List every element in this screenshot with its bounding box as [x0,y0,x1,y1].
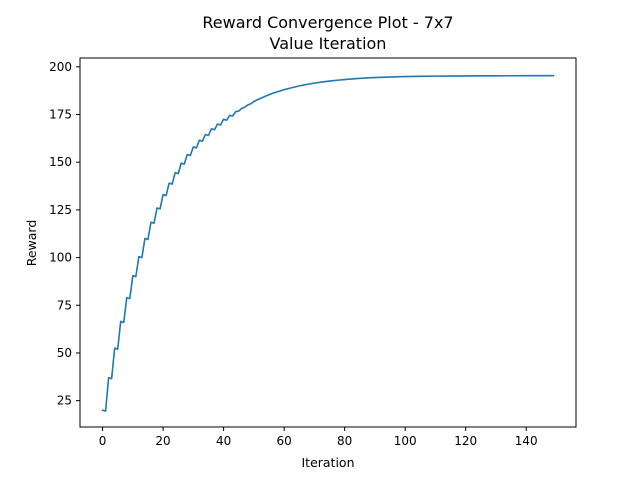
y-axis-label: Reward [24,220,39,267]
reward-series-line [101,74,555,412]
x-axis: 0 20 40 60 80 100 120 140 [99,427,538,448]
y-tick-label: 125 [49,203,72,217]
series-layer [101,74,555,412]
x-axis-label: Iteration [301,455,354,470]
x-tick-label: 100 [394,434,417,448]
y-tick-label: 50 [57,346,72,360]
y-tick-label: 100 [49,251,72,265]
x-tick-label: 60 [276,434,291,448]
y-tick-label: 75 [57,298,72,312]
y-tick-label: 200 [49,60,72,74]
y-tick-label: 25 [57,394,72,408]
x-tick-label: 120 [454,434,477,448]
plot-area [79,57,577,428]
y-tick-label: 175 [49,107,72,121]
plot-frame [79,57,577,428]
x-tick-label: 0 [99,434,107,448]
y-tick-label: 150 [49,155,72,169]
chart-title: Reward Convergence Plot - 7x7 [202,13,453,32]
chart-subtitle: Value Iteration [270,34,387,53]
x-tick-label: 40 [216,434,231,448]
y-axis: 25 50 75 100 125 150 175 200 [49,60,80,408]
x-tick-label: 20 [155,434,170,448]
x-tick-label: 140 [515,434,538,448]
x-tick-label: 80 [337,434,352,448]
